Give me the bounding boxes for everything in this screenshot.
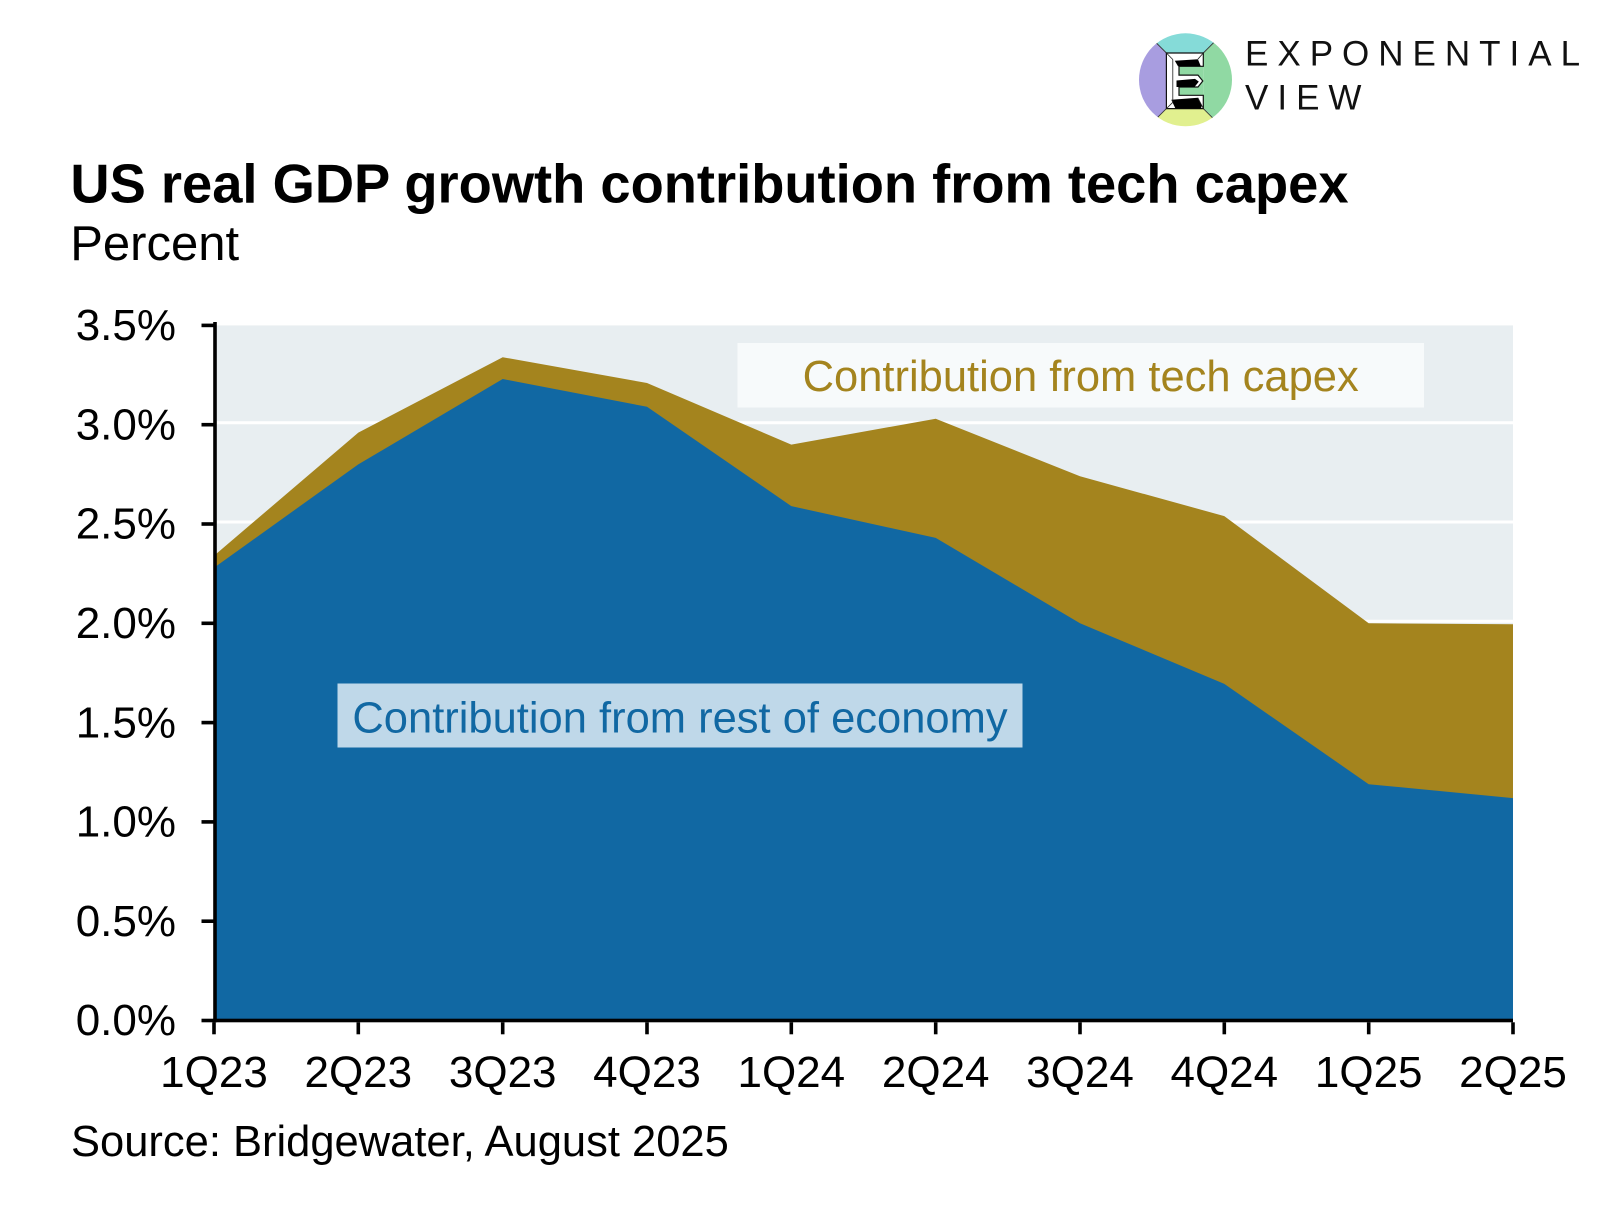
svg-text:3Q24: 3Q24 <box>1026 1048 1134 1097</box>
svg-text:4Q24: 4Q24 <box>1170 1048 1278 1097</box>
svg-text:1Q25: 1Q25 <box>1315 1048 1423 1097</box>
svg-text:3.0%: 3.0% <box>76 400 176 449</box>
svg-text:3Q23: 3Q23 <box>449 1048 557 1097</box>
svg-text:Contribution from rest of econ: Contribution from rest of economy <box>352 694 1007 742</box>
svg-text:2.0%: 2.0% <box>76 599 176 648</box>
svg-text:2Q23: 2Q23 <box>304 1048 412 1097</box>
svg-text:1Q23: 1Q23 <box>160 1048 268 1097</box>
svg-text:US real GDP growth contributio: US real GDP growth contribution from tec… <box>70 153 1348 214</box>
svg-text:3.5%: 3.5% <box>76 301 176 350</box>
svg-text:EXPONENTIAL: EXPONENTIAL <box>1245 35 1589 74</box>
svg-text:0.5%: 0.5% <box>76 897 176 946</box>
svg-text:Source: Bridgewater, August 20: Source: Bridgewater, August 2025 <box>71 1118 729 1166</box>
svg-text:1Q24: 1Q24 <box>737 1048 845 1097</box>
svg-text:2.5%: 2.5% <box>76 500 176 549</box>
svg-text:1.5%: 1.5% <box>76 698 176 747</box>
svg-text:Percent: Percent <box>70 217 239 271</box>
svg-text:Contribution from tech capex: Contribution from tech capex <box>803 353 1359 401</box>
svg-text:4Q23: 4Q23 <box>593 1048 701 1097</box>
svg-text:0.0%: 0.0% <box>76 996 176 1045</box>
svg-text:2Q24: 2Q24 <box>882 1048 990 1097</box>
svg-text:VIEW: VIEW <box>1245 78 1370 117</box>
svg-text:2Q25: 2Q25 <box>1459 1048 1567 1097</box>
svg-text:1.0%: 1.0% <box>76 798 176 847</box>
